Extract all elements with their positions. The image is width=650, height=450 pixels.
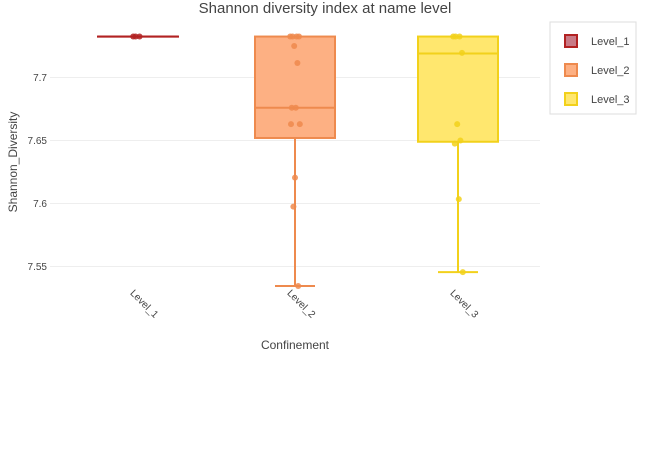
data-point[interactable] — [288, 121, 294, 128]
y-tick-labels: 7.55 7.6 7.65 7.7 — [28, 73, 48, 273]
legend-swatch — [564, 34, 578, 48]
x-tick-label: Level_1 — [127, 288, 160, 321]
data-point[interactable] — [294, 60, 301, 67]
data-point[interactable] — [459, 49, 465, 56]
legend-label: Level_3 — [591, 94, 630, 106]
legend[interactable]: Level_1 Level_2 Level_3 — [549, 21, 637, 115]
x-tick-label: Level_2 — [284, 288, 317, 321]
data-point[interactable] — [295, 283, 302, 290]
data-point[interactable] — [454, 121, 461, 128]
y-tick-label: 7.6 — [33, 199, 47, 210]
legend-label: Level_2 — [591, 65, 630, 77]
data-point[interactable] — [459, 269, 466, 276]
data-point[interactable] — [451, 140, 458, 147]
box-iqr — [254, 35, 336, 139]
x-tick-label: Level_3 — [447, 288, 480, 321]
data-point[interactable] — [452, 33, 459, 40]
legend-item-level-2[interactable]: Level_2 — [564, 63, 630, 77]
data-point[interactable] — [292, 174, 298, 181]
x-tick-labels: Level_1 Level_2 Level_3 — [127, 288, 480, 321]
box-series — [97, 33, 499, 290]
box-level-3[interactable] — [417, 33, 499, 276]
data-point[interactable] — [455, 196, 462, 203]
y-tick-label: 7.55 — [28, 262, 48, 273]
data-point[interactable] — [291, 43, 298, 49]
x-axis-title: Confinement — [261, 338, 330, 352]
legend-label: Level_1 — [591, 36, 630, 48]
data-point[interactable] — [290, 203, 297, 210]
data-point[interactable] — [292, 104, 299, 111]
data-point[interactable] — [296, 121, 303, 128]
y-tick-label: 7.7 — [33, 73, 47, 84]
chart-title: Shannon diversity index at name level — [199, 0, 452, 17]
box-level-2[interactable] — [254, 33, 336, 290]
data-point[interactable] — [289, 33, 296, 40]
legend-item-level-3[interactable]: Level_3 — [564, 92, 630, 106]
data-point[interactable] — [296, 33, 302, 40]
y-axis-title: Shannon_Diversity — [6, 112, 20, 213]
data-point[interactable] — [457, 137, 464, 144]
box-level-1[interactable] — [97, 33, 179, 40]
legend-item-level-1[interactable]: Level_1 — [564, 34, 630, 48]
legend-swatch — [564, 92, 578, 106]
legend-swatch — [564, 63, 578, 77]
y-tick-label: 7.65 — [28, 136, 48, 147]
data-point[interactable] — [132, 33, 139, 40]
